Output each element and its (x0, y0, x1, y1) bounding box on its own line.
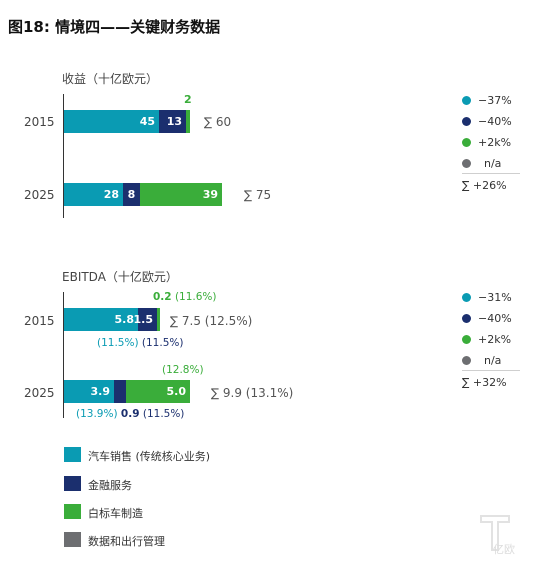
bar-2015-car-sales (64, 110, 159, 133)
bar-label-2015-finance: 13 (166, 115, 182, 128)
revenue-axis (63, 94, 64, 218)
bar-2015-white-label (186, 110, 190, 133)
ebitda-year-2025: 2025 (24, 386, 55, 400)
bar-label-2015-car-sales: 5.8 (114, 313, 135, 326)
ebitda-legend: −31% −40% +2k% n/a ∑ +32% (462, 291, 532, 401)
bar-2015-white-label (157, 308, 160, 331)
bar-2025-white-label (140, 183, 222, 206)
category-swatch-white-label (64, 504, 81, 519)
bar-2015-finance (138, 308, 157, 331)
ebitda-legend-white-label: +2k% (478, 333, 512, 346)
ebitda-total-2025: ∑ 9.9 (13.1%) (211, 386, 294, 400)
revenue-legend-total: ∑ +26% (462, 179, 507, 192)
category-swatch-finance (64, 476, 81, 491)
ebitda-legend-data-mobility: n/a (484, 354, 502, 367)
ebitda-2025-margins: (13.9%) 0.9 (11.5%) (76, 408, 184, 420)
ebitda-2025-finance-value: 0.9 (120, 408, 140, 420)
ebitda-legend-total: ∑ +32% (462, 376, 507, 389)
revenue-chart-title: 收益（十亿欧元） (62, 72, 159, 86)
ebitda-axis (63, 292, 64, 418)
category-label-white-label: 白标车制造 (88, 507, 143, 520)
bar-2015-car-sales (64, 308, 138, 331)
ebitda-legend-separator (462, 370, 520, 371)
revenue-year-2025: 2025 (24, 188, 55, 202)
bar-label-2015-finance: 1.5 (133, 313, 154, 326)
category-label-finance: 金融服务 (88, 479, 132, 492)
ebitda-2015-white-label-margin: (11.6%) (174, 291, 217, 303)
ebitda-2015-white-label-annotation: 0.2 (11.6%) (153, 291, 217, 303)
ebitda-legend-car-sales: −31% (478, 291, 512, 304)
legend-dot-data-mobility (462, 159, 471, 168)
bar-2025-car-sales (64, 380, 114, 403)
legend-dot-finance (462, 117, 471, 126)
legend-dot-white-label (462, 138, 471, 147)
category-swatch-car-sales (64, 447, 81, 462)
revenue-legend-white-label: +2k% (478, 136, 512, 149)
bar-label-2025-car-sales: 28 (103, 188, 119, 201)
watermark-icon (480, 515, 510, 551)
ebitda-total-2015: ∑ 7.5 (12.5%) (170, 314, 253, 328)
legend-dot-data-mobility (462, 356, 471, 365)
ebitda-2025-car-sales-margin: (13.9%) (76, 408, 118, 420)
revenue-legend-finance: −40% (478, 115, 512, 128)
bar-label-2025-car-sales: 3.9 (90, 385, 111, 398)
revenue-total-2025: ∑ 75 (244, 188, 272, 202)
revenue-total-2015: ∑ 60 (204, 115, 232, 129)
bar-2025-car-sales (64, 183, 123, 206)
legend-dot-car-sales (462, 96, 471, 105)
bar-label-2015-white-label: 2 (184, 93, 192, 106)
watermark-logo: 亿欧 (475, 512, 515, 557)
ebitda-chart-title: EBITDA（十亿欧元） (62, 270, 178, 284)
ebitda-2025-white-label-margin: (12.8%) (162, 364, 204, 376)
ebitda-2015-finance-margin: (11.5%) (141, 337, 184, 349)
revenue-legend-car-sales: −37% (478, 94, 512, 107)
ebitda-2015-margins: (11.5%) (11.5%) (97, 337, 183, 349)
bar-2025-finance (123, 183, 140, 206)
legend-dot-finance (462, 314, 471, 323)
bar-2015-finance (159, 110, 186, 133)
figure-title: 图18: 情境四——关键财务数据 (8, 18, 221, 36)
ebitda-year-2015: 2015 (24, 314, 55, 328)
revenue-legend-data-mobility: n/a (484, 157, 502, 170)
bar-2025-finance (114, 380, 126, 403)
ebitda-2015-white-label-value: 0.2 (153, 291, 172, 303)
bar-label-2025-finance: 8 (127, 188, 136, 201)
bar-label-2025-white-label: 5.0 (166, 385, 187, 398)
revenue-year-2015: 2015 (24, 115, 55, 129)
ebitda-2015-car-sales-margin: (11.5%) (97, 337, 139, 349)
ebitda-2025-finance-margin: (11.5%) (142, 408, 185, 420)
category-swatch-data-mobility (64, 532, 81, 547)
category-label-data-mobility: 数据和出行管理 (88, 535, 165, 548)
bar-label-2015-car-sales: 45 (139, 115, 155, 128)
watermark-text: 亿欧 (493, 543, 515, 556)
bar-2025-white-label (126, 380, 190, 403)
legend-dot-white-label (462, 335, 471, 344)
revenue-legend: −37% −40% +2k% n/a ∑ +26% (462, 94, 532, 204)
legend-dot-car-sales (462, 293, 471, 302)
bar-label-2025-white-label: 39 (202, 188, 218, 201)
revenue-legend-separator (462, 173, 520, 174)
category-label-car-sales: 汽车销售 (传统核心业务) (88, 450, 211, 463)
ebitda-legend-finance: −40% (478, 312, 512, 325)
